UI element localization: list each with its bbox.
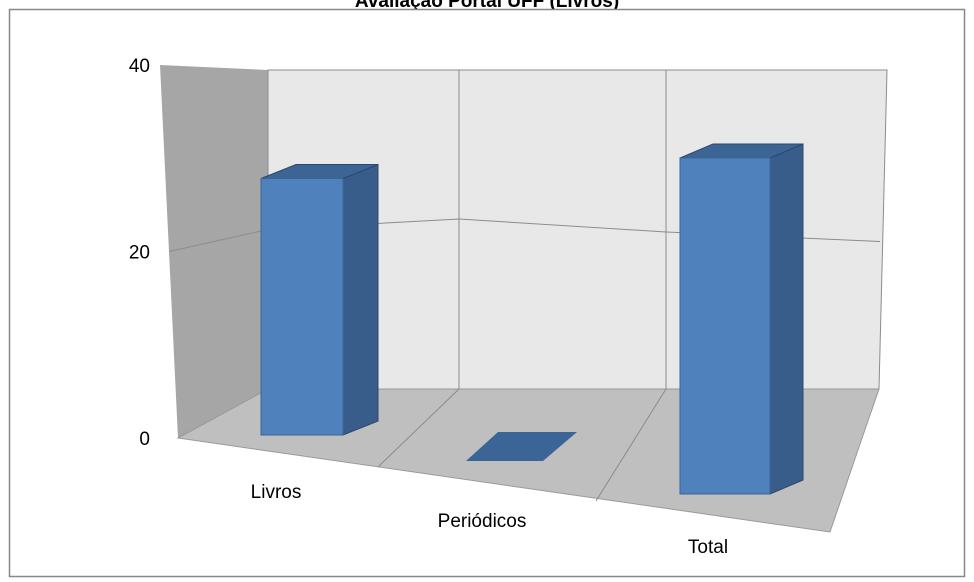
bar-periódicos (466, 432, 577, 461)
y-tick-label: 0 (139, 429, 150, 450)
floor-divider (595, 388, 667, 502)
y-axis-ticks: 0 20 40 (129, 56, 150, 450)
bar-top (466, 432, 577, 461)
x-tick-label: Total (688, 537, 728, 558)
bar-side (342, 163, 379, 436)
floor-divider (377, 388, 460, 468)
side-wall (160, 65, 268, 438)
y-tick-label: 40 (129, 56, 150, 77)
bar-front (679, 157, 771, 495)
bars (260, 143, 804, 495)
y-tick-label: 20 (129, 243, 150, 264)
bar-side (769, 143, 804, 495)
bar-total (679, 143, 804, 495)
bar-front (260, 178, 344, 436)
x-tick-label: Livros (251, 482, 302, 503)
side-gridline (168, 229, 269, 252)
bar-livros (260, 163, 379, 436)
category-labels: Livros Periódicos Total (251, 482, 728, 558)
x-tick-label: Periódicos (438, 511, 527, 532)
